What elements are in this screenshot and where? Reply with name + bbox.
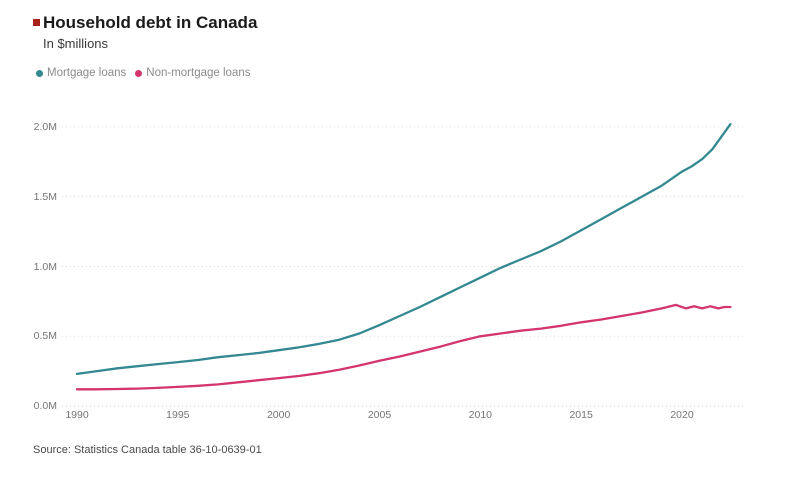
x-tick-label-2020: 2020 [670,409,694,421]
legend-label: Mortgage loans [47,67,127,79]
title-row: Household debt in Canada [33,13,257,33]
y-tick-label-2.0M: 2.0M [33,121,57,133]
x-tick-label-1995: 1995 [166,409,190,421]
x-tick-label-2010: 2010 [468,409,492,421]
legend-item-0: Mortgage loans [36,67,126,79]
legend-label: Non-mortgage loans [146,67,251,79]
x-tick-label-2000: 2000 [266,409,291,421]
y-tick-label-0.5M: 0.5M [33,330,57,343]
chart-title: Household debt in Canada [43,13,258,32]
brand-accent-square [33,19,40,26]
legend-dot-icon [135,69,143,77]
y-tick-label-1.0M: 1.0M [33,260,57,273]
x-tick-label-1990: 1990 [65,409,89,421]
y-tick-label-0.0M: 0.0M [33,400,57,412]
x-tick-label-2005: 2005 [367,409,392,421]
chart-subtitle: In $millions [43,35,109,51]
series-line-1 [75,303,732,391]
y-tick-label-1.5M: 1.5M [33,190,57,203]
legend-item-1: Non-mortgage loans [135,67,250,79]
chart-header: Household debt in Canada In $millions [33,13,257,51]
series-line-0 [75,123,732,376]
chart-legend: Mortgage loans Non-mortgage loans [36,67,250,79]
x-tick-label-2015: 2015 [569,409,593,421]
legend-dot-icon [36,69,43,77]
source-attribution: Source: Statistics Canada table 36-10-06… [33,444,262,456]
